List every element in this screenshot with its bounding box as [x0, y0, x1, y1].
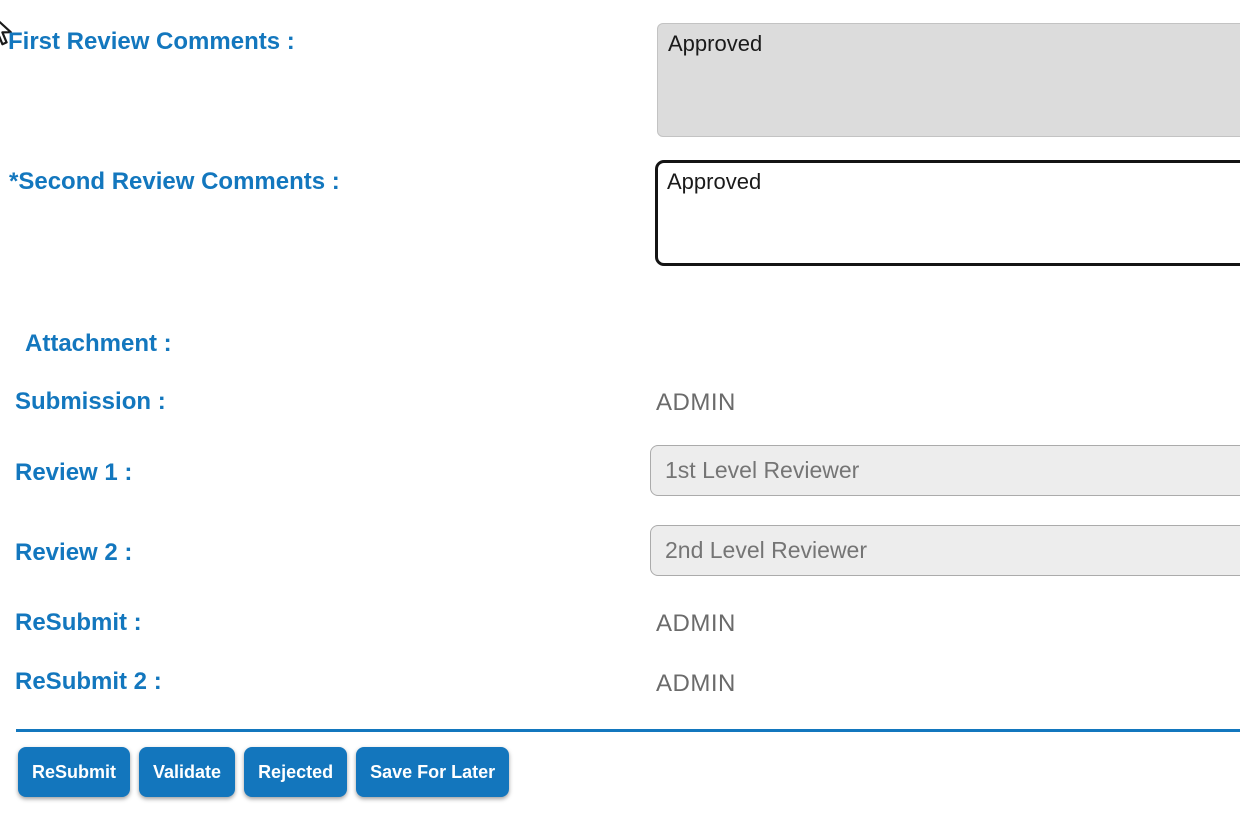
review-1-input[interactable]: [650, 445, 1240, 496]
review-2-input[interactable]: [650, 525, 1240, 576]
first-review-comments-label: First Review Comments :: [8, 28, 295, 55]
second-review-comments-label: *Second Review Comments :: [9, 168, 340, 195]
validate-button[interactable]: Validate: [139, 747, 236, 797]
resubmit-2-label: ReSubmit 2 :: [15, 668, 162, 695]
review-1-label: Review 1 :: [15, 459, 133, 486]
submission-label: Submission :: [15, 388, 166, 415]
save-for-later-button[interactable]: Save For Later: [356, 747, 510, 797]
divider-line: [16, 729, 1240, 732]
first-review-comments-textarea[interactable]: Approved: [657, 23, 1240, 137]
second-review-comments-textarea[interactable]: Approved: [655, 160, 1240, 266]
attachment-label: Attachment :: [25, 330, 172, 357]
resubmit-2-value: ADMIN: [656, 670, 736, 697]
resubmit-button[interactable]: ReSubmit: [18, 747, 131, 797]
rejected-button[interactable]: Rejected: [244, 747, 348, 797]
submission-value: ADMIN: [656, 389, 736, 416]
resubmit-value: ADMIN: [656, 610, 736, 637]
action-button-bar: ReSubmit Validate Rejected Save For Late…: [18, 747, 510, 797]
resubmit-label: ReSubmit :: [15, 609, 142, 636]
review-2-label: Review 2 :: [15, 539, 133, 566]
